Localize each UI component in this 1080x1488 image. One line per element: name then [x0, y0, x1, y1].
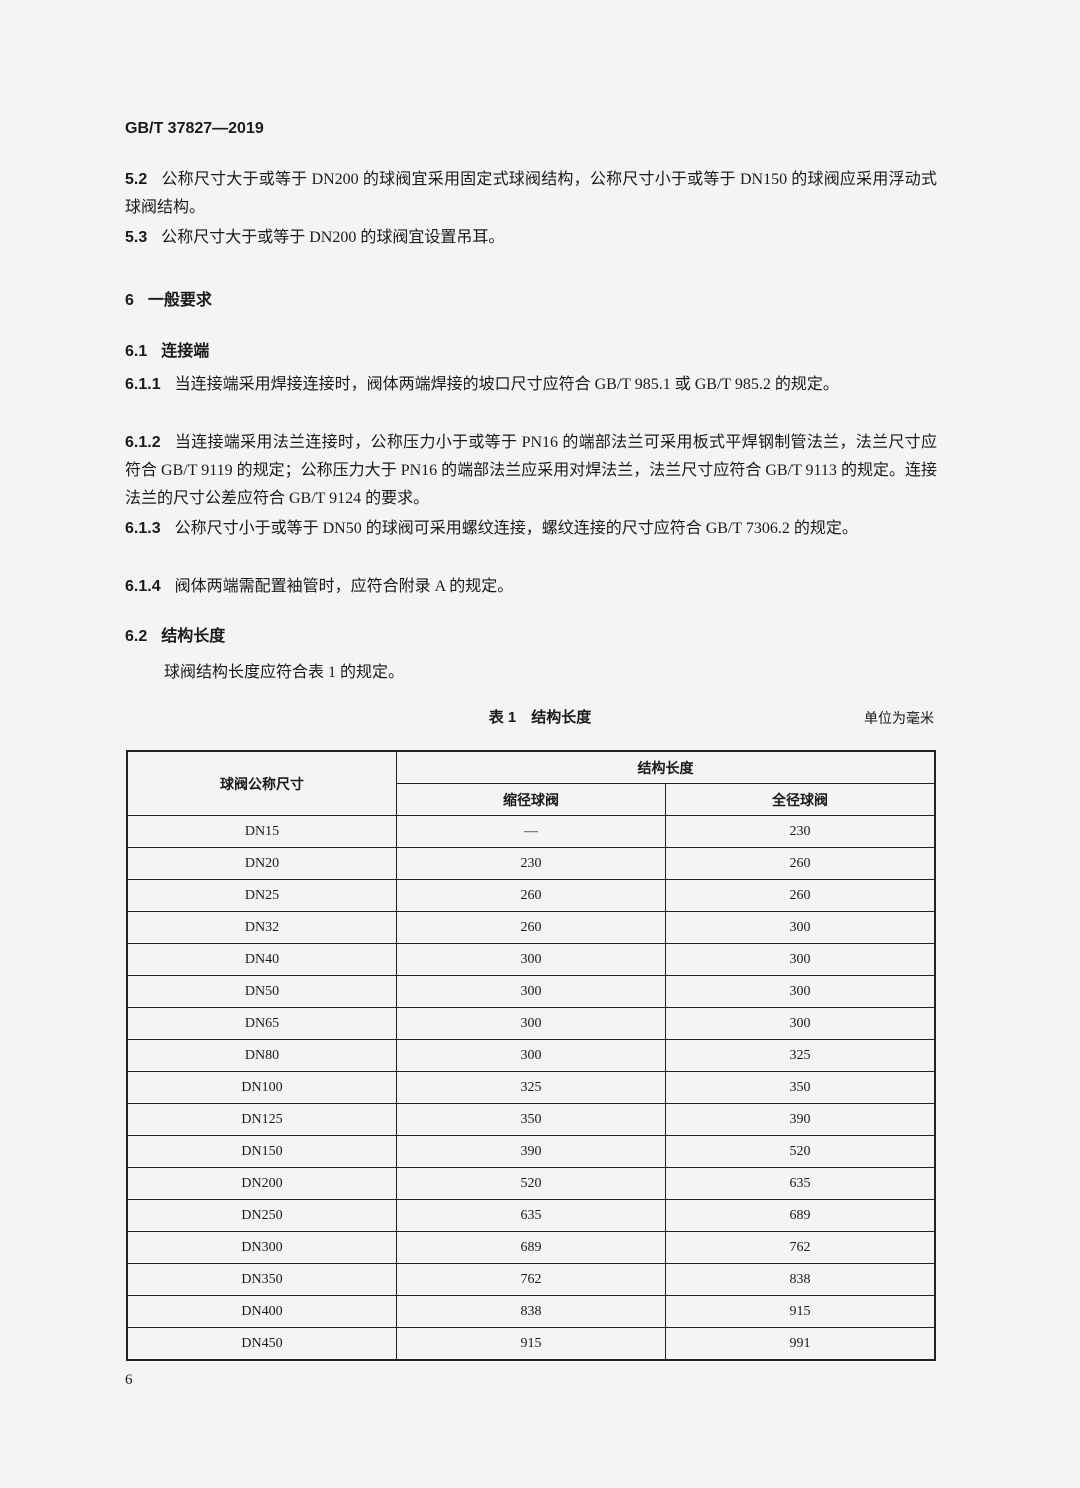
table-row: DN200 520 635: [126, 1167, 936, 1200]
cell-size: DN250: [126, 1199, 397, 1232]
cell-size: DN350: [126, 1263, 397, 1296]
cell-size: DN50: [126, 975, 397, 1008]
cell-size: DN32: [126, 911, 397, 944]
heading-6-2: 6.2 结构长度: [125, 628, 226, 645]
cell-reduced: 390: [396, 1135, 666, 1168]
table-row: DN350 762 838: [126, 1263, 936, 1296]
table-row: DN300 689 762: [126, 1231, 936, 1264]
cell-reduced: 915: [396, 1327, 666, 1361]
cell-size: DN300: [126, 1231, 397, 1264]
cell-size: DN450: [126, 1327, 397, 1361]
table-row: DN125 350 390: [126, 1103, 936, 1136]
cell-reduced: 689: [396, 1231, 666, 1264]
cell-full: 915: [665, 1295, 936, 1328]
table-row: DN65 300 300: [126, 1007, 936, 1040]
cell-full: 300: [665, 943, 936, 976]
table-row: DN20 230 260: [126, 847, 936, 880]
cell-reduced: 260: [396, 911, 666, 944]
cell-reduced: 300: [396, 975, 666, 1008]
cell-size: DN80: [126, 1039, 397, 1072]
header-length: 结构长度: [396, 750, 936, 784]
cell-reduced: 300: [396, 943, 666, 976]
table-row: DN400 838 915: [126, 1295, 936, 1328]
cell-size: DN40: [126, 943, 397, 976]
cell-full: 300: [665, 1007, 936, 1040]
cell-size: DN15: [126, 815, 397, 848]
table-row: DN450 915 991: [126, 1327, 936, 1361]
header-full: 全径球阀: [665, 783, 936, 816]
clause-5-3: 5.3 公称尺寸大于或等于 DN200 的球阀宜设置吊耳。: [125, 229, 505, 246]
cell-full: 689: [665, 1199, 936, 1232]
cell-size: DN20: [126, 847, 397, 880]
clause-6-1-3: 6.1.3 公称尺寸小于或等于 DN50 的球阀可采用螺纹连接，螺纹连接的尺寸应符…: [125, 520, 858, 537]
cell-reduced: 325: [396, 1071, 666, 1104]
intro-text: 球阀结构长度应符合表 1 的规定。: [164, 664, 405, 681]
cell-size: DN150: [126, 1135, 397, 1168]
cell-full: 991: [665, 1327, 936, 1361]
table-row: DN150 390 520: [126, 1135, 936, 1168]
cell-full: 230: [665, 815, 936, 848]
cell-full: 350: [665, 1071, 936, 1104]
cell-full: 300: [665, 911, 936, 944]
cell-reduced: 762: [396, 1263, 666, 1296]
cell-reduced: 520: [396, 1167, 666, 1200]
cell-full: 300: [665, 975, 936, 1008]
clause-6-1-1: 6.1.1 当连接端采用焊接连接时，阀体两端焊接的坡口尺寸应符合 GB/T 985…: [125, 376, 839, 393]
standard-number: GB/T 37827—2019: [125, 120, 264, 137]
clause-6-1-4: 6.1.4 阀体两端需配置袖管时，应符合附录 A 的规定。: [125, 578, 514, 595]
cell-reduced: 300: [396, 1007, 666, 1040]
cell-reduced: 635: [396, 1199, 666, 1232]
table-caption: 表 1 结构长度: [488, 709, 592, 726]
cell-size: DN200: [126, 1167, 397, 1200]
table-row: DN50 300 300: [126, 975, 936, 1008]
cell-full: 635: [665, 1167, 936, 1200]
cell-size: DN65: [126, 1007, 397, 1040]
cell-full: 325: [665, 1039, 936, 1072]
cell-full: 762: [665, 1231, 936, 1264]
cell-size: DN125: [126, 1103, 397, 1136]
cell-full: 260: [665, 879, 936, 912]
cell-size: DN25: [126, 879, 397, 912]
table-row: DN32 260 300: [126, 911, 936, 944]
page-number: 6: [125, 1372, 133, 1388]
structure-length-table: 球阀公称尺寸 结构长度 缩径球阀 全径球阀 DN15—230 DN20 230 260 DN…: [126, 750, 936, 1361]
cell-reduced: 260: [396, 879, 666, 912]
cell-full: 520: [665, 1135, 936, 1168]
heading-6-1: 6.1 连接端: [125, 343, 210, 360]
table-row: DN15—230: [126, 815, 936, 848]
heading-6: 6 一般要求: [125, 292, 212, 309]
cell-full: 838: [665, 1263, 936, 1296]
header-reduced: 缩径球阀: [396, 783, 666, 816]
header-size: 球阀公称尺寸: [126, 750, 397, 816]
cell-reduced: 350: [396, 1103, 666, 1136]
cell-full: 260: [665, 847, 936, 880]
table-row: DN250 635 689: [126, 1199, 936, 1232]
cell-full: 390: [665, 1103, 936, 1136]
table-row: DN25 260 260: [126, 879, 936, 912]
cell-reduced: 300: [396, 1039, 666, 1072]
table-row: DN100 325 350: [126, 1071, 936, 1104]
cell-size: DN400: [126, 1295, 397, 1328]
table-unit: 单位为毫米: [864, 712, 934, 727]
cell-reduced: 838: [396, 1295, 666, 1328]
cell-reduced: —: [396, 815, 666, 848]
table-row: DN40 300 300: [126, 943, 936, 976]
clause-6-1-2: 6.1.2 当连接端采用法兰连接时，公称压力小于或等于 PN16 的端部法兰可采用…: [125, 434, 937, 507]
cell-reduced: 230: [396, 847, 666, 880]
clause-5-2: 5.2 公称尺寸大于或等于 DN200 的球阀宜采用固定式球阀结构，公称尺寸小于或…: [125, 171, 937, 216]
cell-size: DN100: [126, 1071, 397, 1104]
table-row: DN80 300 325: [126, 1039, 936, 1072]
